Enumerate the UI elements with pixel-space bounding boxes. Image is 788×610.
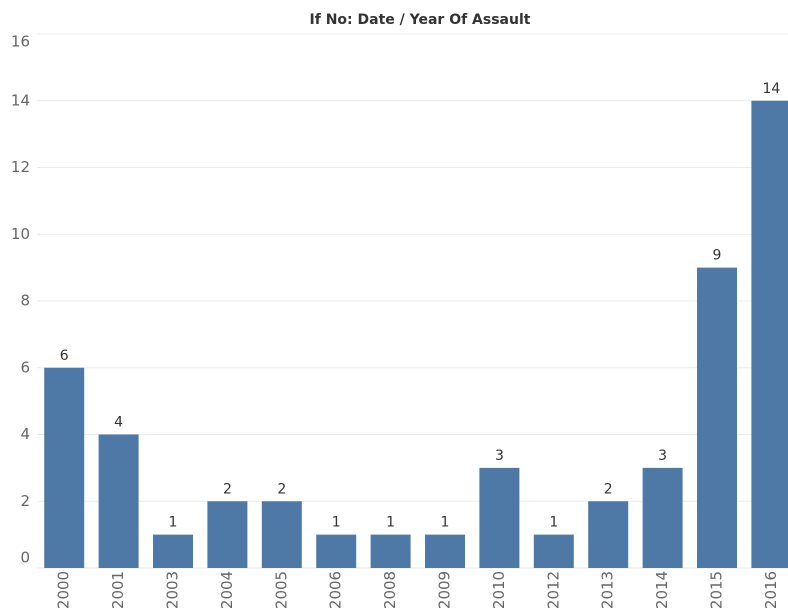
value-label: 2 [277, 481, 286, 497]
bar [697, 267, 737, 568]
x-tick-label: 2000 [55, 571, 73, 609]
x-tick-label: 2003 [164, 571, 182, 609]
y-tick-label: 16 [11, 33, 30, 51]
x-tick-label: 2014 [653, 571, 671, 609]
bar [425, 534, 465, 568]
bar [207, 501, 248, 568]
bar [98, 434, 139, 568]
value-label: 2 [223, 481, 232, 497]
value-label: 4 [114, 415, 123, 431]
value-label: 1 [332, 515, 341, 531]
y-tick-label: 2 [20, 492, 30, 510]
x-tick-label: 2013 [599, 571, 617, 609]
value-label: 1 [549, 515, 558, 531]
value-label: 6 [60, 348, 69, 364]
bar [44, 367, 85, 568]
x-tick-label: 2008 [381, 571, 399, 609]
x-tick-label: 2009 [436, 571, 454, 609]
x-tick-label: 2012 [544, 571, 562, 609]
bar [588, 501, 629, 568]
bar [261, 501, 302, 568]
y-tick-label: 0 [20, 549, 30, 567]
x-tick-label: 2001 [109, 571, 127, 609]
x-tick-label: 2016 [762, 571, 780, 609]
value-label: 1 [386, 515, 395, 531]
x-tick-label: 2010 [490, 571, 508, 609]
bar [642, 467, 683, 568]
value-label: 2 [604, 481, 613, 497]
x-tick-label: 2004 [218, 571, 236, 609]
value-label: 1 [169, 515, 178, 531]
x-tick-label: 2005 [272, 571, 290, 609]
y-tick-label: 10 [11, 225, 30, 243]
bar [316, 534, 357, 568]
bar [479, 467, 520, 568]
y-tick-label: 14 [11, 91, 30, 109]
value-label: 3 [495, 448, 504, 464]
value-label: 14 [762, 81, 780, 97]
value-label: 3 [658, 448, 667, 464]
x-tick-label: 2006 [327, 571, 345, 609]
chart-title: If No: Date / Year Of Assault [310, 12, 531, 28]
bar [751, 100, 788, 568]
bar [533, 534, 574, 568]
bar [153, 534, 193, 568]
y-tick-label: 6 [20, 358, 30, 376]
value-label: 9 [713, 248, 722, 264]
x-tick-label: 2015 [708, 571, 726, 609]
y-tick-label: 4 [20, 425, 30, 443]
y-tick-label: 8 [20, 292, 30, 310]
y-tick-label: 12 [11, 158, 30, 176]
bar [370, 534, 411, 568]
value-label: 1 [441, 515, 450, 531]
